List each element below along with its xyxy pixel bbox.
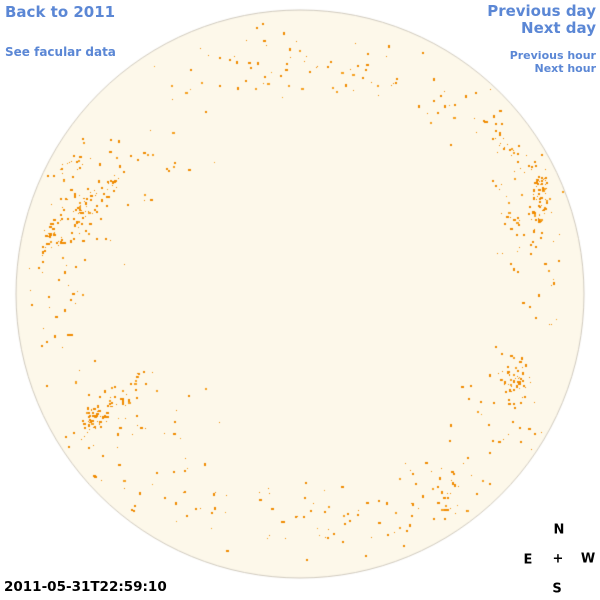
next-day-link[interactable]: Next day [521,19,596,37]
next-hour-link[interactable]: Next hour [534,62,597,75]
compass-west-label: W [580,551,596,567]
observation-timestamp: 2011-05-31T22:59:10 [4,579,167,595]
compass-east-label: E [523,552,533,568]
see-facular-data-link[interactable]: See facular data [5,45,116,59]
day-navigation: Previous day Next day [487,3,596,37]
back-to-year-link[interactable]: Back to 2011 [5,3,116,21]
hour-navigation: Previous hour Next hour [510,49,596,75]
compass-north-label: N [553,522,565,538]
previous-hour-link[interactable]: Previous hour [509,49,596,62]
compass-south-label: S [552,581,562,597]
compass-center-mark: + [552,551,564,567]
previous-day-link[interactable]: Previous day [487,2,596,20]
